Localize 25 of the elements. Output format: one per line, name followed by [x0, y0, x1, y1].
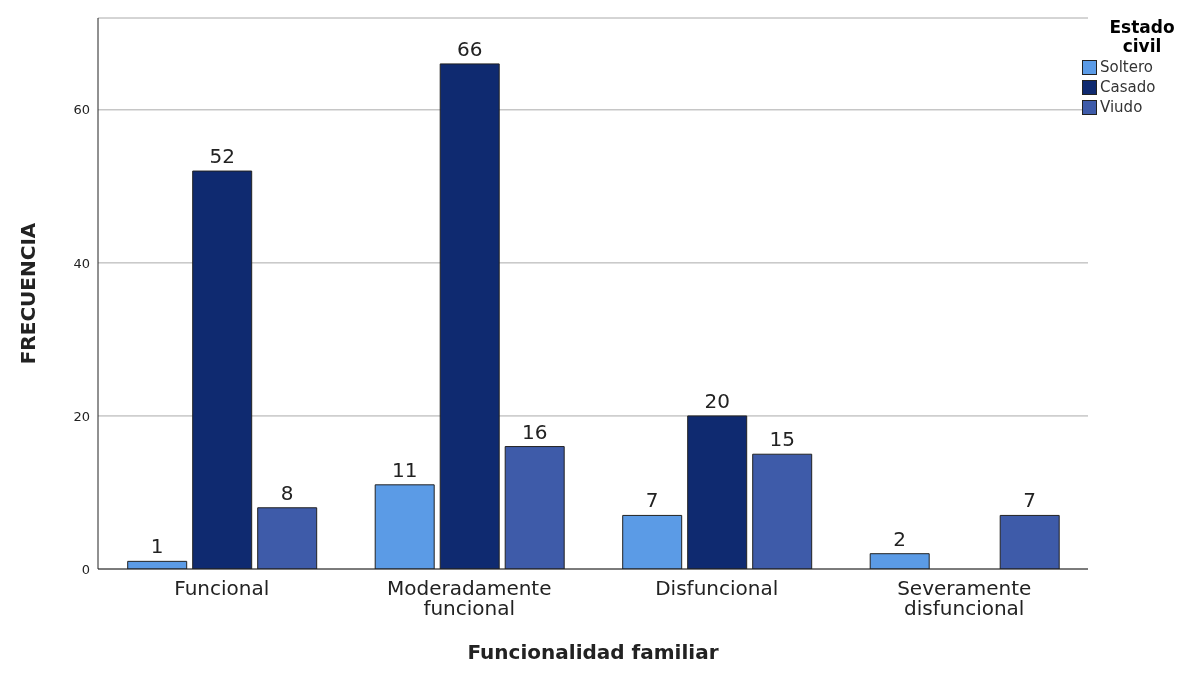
legend-label: Viudo	[1100, 98, 1143, 116]
data-label: 66	[456, 36, 483, 61]
data-label: 52	[209, 144, 235, 169]
y-tick-label: 40	[73, 255, 90, 271]
x-tick-label: Moderadamente funcional	[386, 576, 552, 621]
legend-title: Estado civil	[1108, 17, 1176, 56]
x-tick-label: Funcional	[174, 576, 270, 601]
data-label: 15	[769, 427, 795, 452]
y-tick-label: 60	[73, 102, 90, 118]
data-label: 7	[1023, 488, 1037, 513]
x-axis-title: Funcionalidad familiar	[467, 640, 719, 664]
data-label: 8	[280, 480, 294, 505]
data-label: 20	[704, 388, 730, 413]
data-label: 11	[391, 457, 418, 482]
legend-label: Casado	[1100, 78, 1156, 96]
y-tick-label: 0	[81, 561, 90, 577]
y-tick-label: 20	[73, 408, 90, 424]
y-axis-title: FRECUENCIA	[16, 222, 41, 365]
data-label: 7	[645, 488, 659, 513]
x-tick-label: Disfuncional	[655, 576, 779, 601]
data-label: 16	[521, 419, 548, 444]
data-label: 2	[893, 526, 907, 551]
x-tick-label: Severamente disfuncional	[897, 576, 1032, 621]
legend-label: Soltero	[1100, 58, 1153, 76]
data-label: 1	[150, 534, 164, 559]
